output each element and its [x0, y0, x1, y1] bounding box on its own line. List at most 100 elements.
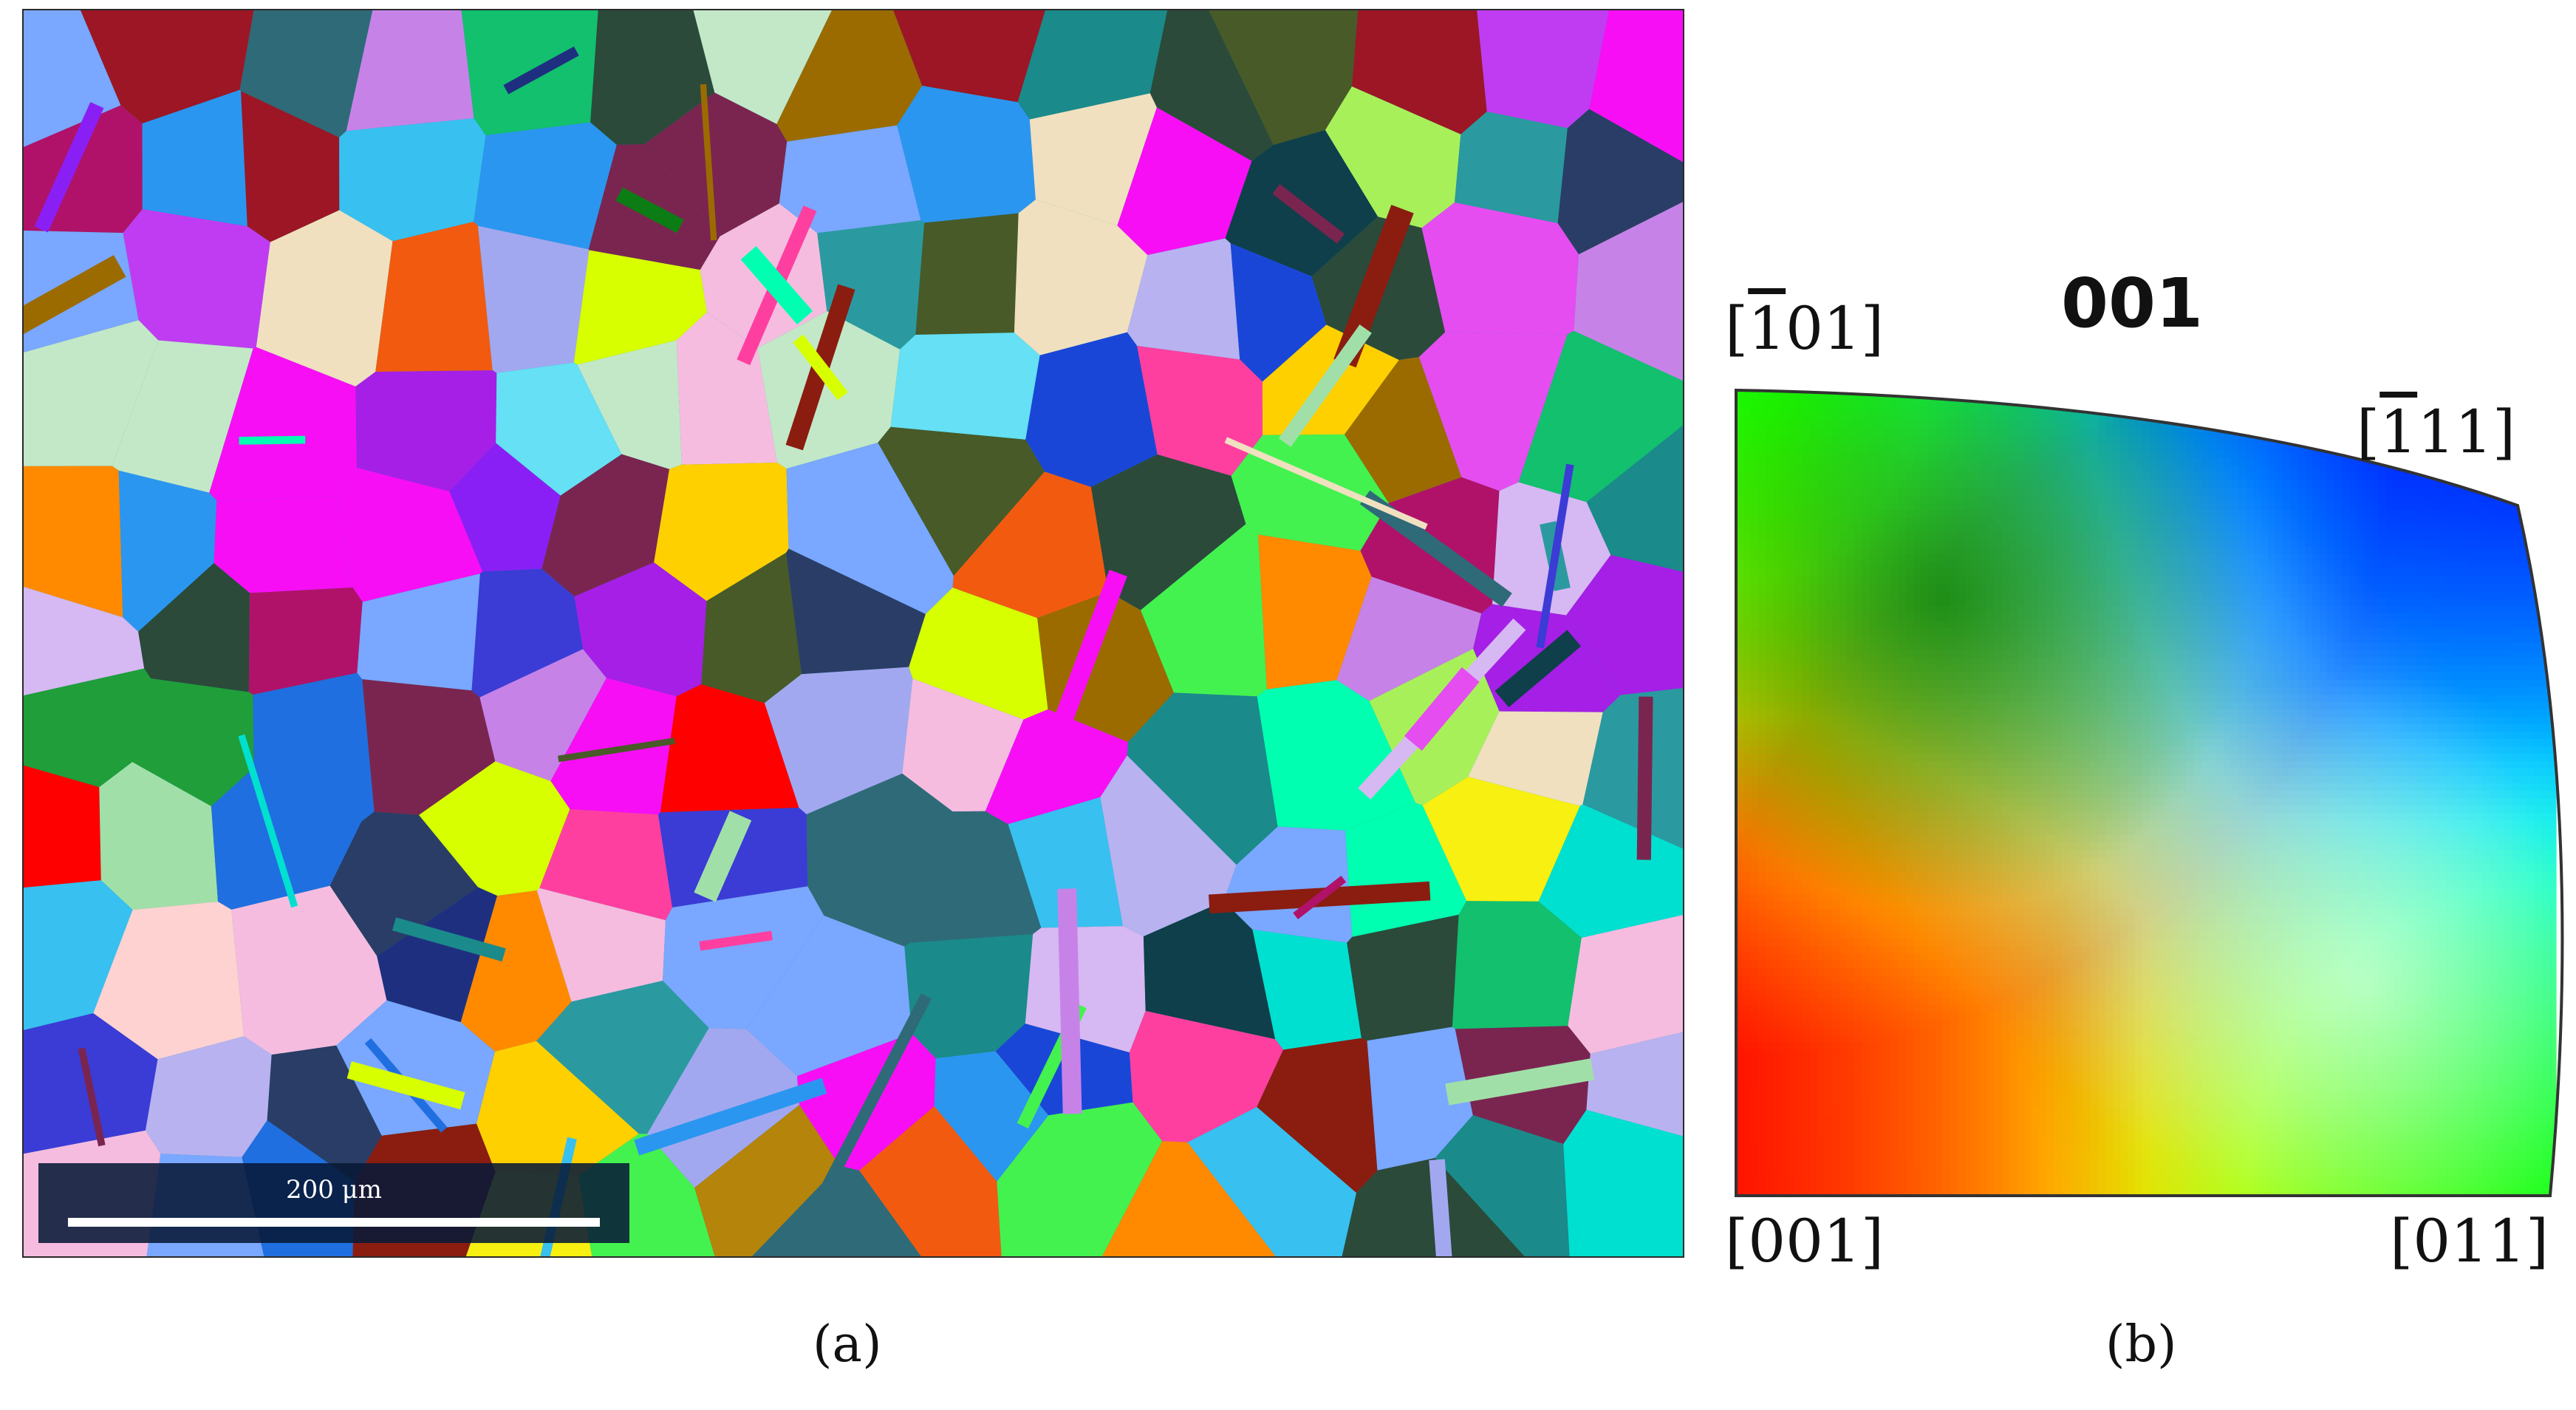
grain	[1586, 1032, 1683, 1137]
grain	[1100, 755, 1237, 937]
grain	[1518, 330, 1683, 503]
twin-band	[1494, 630, 1582, 708]
grain	[93, 902, 245, 1060]
twin-band	[700, 84, 717, 241]
twin-band	[1057, 888, 1082, 1114]
grain	[1563, 1109, 1683, 1256]
grain	[1117, 107, 1252, 256]
grain	[1351, 10, 1487, 134]
grain	[1029, 93, 1157, 226]
grain	[1452, 901, 1582, 1029]
grain	[1344, 357, 1462, 503]
grain	[209, 347, 357, 501]
grain	[24, 466, 123, 618]
grain	[1008, 797, 1123, 928]
grain	[24, 587, 145, 696]
twin-band	[1278, 324, 1372, 447]
twin-band	[24, 255, 126, 338]
grain	[1589, 10, 1683, 163]
grain	[934, 1051, 1049, 1182]
twin-band	[1445, 1058, 1595, 1106]
grain	[1127, 692, 1278, 865]
twin-band	[793, 334, 848, 401]
grain	[471, 568, 584, 698]
grain	[24, 320, 159, 466]
grain	[329, 811, 479, 956]
twin-band	[634, 1077, 827, 1156]
twin-band	[699, 930, 773, 951]
caption-b: (b)	[2105, 1315, 2177, 1374]
grain	[550, 678, 677, 815]
grain	[211, 767, 362, 910]
grain	[24, 668, 151, 788]
twin-band	[34, 102, 104, 233]
grain	[99, 762, 219, 910]
grain	[541, 454, 670, 597]
grain	[419, 761, 570, 896]
twin-band	[503, 46, 579, 95]
grain	[1568, 915, 1683, 1054]
grain	[239, 10, 373, 137]
twin-band	[238, 734, 298, 908]
grain	[752, 1165, 921, 1256]
twin-band	[615, 187, 684, 234]
grain	[123, 208, 270, 349]
grain	[902, 678, 1024, 812]
grain	[362, 679, 496, 815]
ipf-color-key	[1699, 244, 2571, 1264]
grain	[1025, 926, 1146, 1053]
twin-band	[1224, 437, 1428, 530]
grain	[474, 122, 617, 250]
twin-band	[346, 1061, 465, 1110]
grain	[377, 887, 498, 1023]
grain	[339, 118, 486, 242]
grain	[1231, 434, 1389, 551]
grain	[1586, 425, 1683, 572]
grain	[1017, 10, 1168, 120]
grain	[1252, 929, 1362, 1050]
grain	[1477, 10, 1609, 129]
grain	[577, 340, 682, 469]
ipf-title: 001	[2061, 264, 2204, 343]
grain	[806, 773, 953, 947]
grain	[1574, 202, 1683, 381]
grain	[693, 10, 832, 124]
twin-band	[1429, 1159, 1453, 1256]
grain	[132, 678, 254, 807]
twin-band	[1636, 696, 1653, 860]
ipf-triangle	[1735, 388, 2564, 1197]
grain	[539, 809, 673, 921]
scale-bar-label: 200 μm	[285, 1175, 383, 1205]
grain	[346, 10, 474, 132]
grain	[496, 362, 622, 496]
grain	[746, 915, 912, 1077]
grain	[1223, 826, 1353, 943]
scale-bar: 200 μm	[38, 1163, 629, 1243]
grain	[952, 471, 1109, 619]
grain	[904, 934, 1034, 1059]
grain	[590, 10, 715, 145]
grain	[1209, 10, 1359, 146]
caption-a: (a)	[813, 1315, 882, 1374]
grain	[24, 765, 101, 888]
grain	[536, 888, 666, 1002]
grain	[1566, 555, 1683, 695]
label-direction-m111: [111]	[2357, 398, 2516, 466]
twin-band	[239, 435, 306, 445]
label-direction-001: [001]	[1725, 1207, 1885, 1276]
grain	[1025, 332, 1158, 487]
ebsd-orientation-map: 200 μm	[22, 9, 1684, 1258]
label-direction-011: [011]	[2390, 1207, 2549, 1276]
grain	[786, 443, 954, 614]
twin-band	[694, 811, 752, 902]
grain	[1336, 576, 1482, 701]
grain	[138, 562, 250, 692]
grain	[909, 588, 1048, 720]
grain	[1557, 109, 1683, 255]
grain	[479, 649, 607, 781]
grain	[701, 552, 802, 704]
grain	[1143, 901, 1276, 1040]
grain	[1230, 243, 1327, 382]
twin-band	[1536, 463, 1574, 649]
grain	[654, 463, 789, 602]
